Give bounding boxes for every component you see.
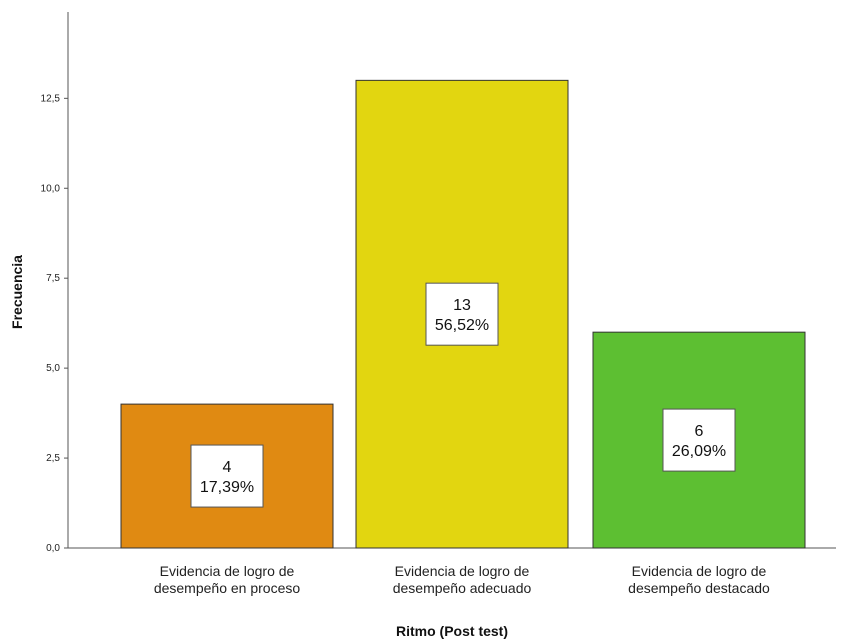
x-category-label: desempeño en proceso [154, 580, 301, 596]
y-tick-label: 7,5 [46, 273, 60, 284]
data-label-count: 13 [453, 297, 471, 314]
x-category-label: desempeño destacado [628, 580, 770, 596]
y-axis-title: Frecuencia [9, 255, 25, 329]
y-tick-label: 12,5 [41, 93, 61, 104]
y-tick-label: 5,0 [46, 363, 60, 374]
data-label-count: 4 [223, 459, 232, 476]
data-label-count: 6 [695, 423, 704, 440]
y-tick-label: 0,0 [46, 543, 60, 554]
y-axis-ticks: 0,0 2,5 5,0 7,5 10,0 12,5 [41, 93, 68, 554]
x-category-label: Evidencia de logro de [395, 563, 530, 579]
bar-data-labels: 4 17,39% 13 56,52% 6 26,09% [190, 282, 736, 508]
x-category-label: Evidencia de logro de [160, 563, 295, 579]
data-label-percent: 17,39% [200, 479, 254, 496]
data-label-box [662, 408, 736, 472]
data-label-percent: 26,09% [672, 443, 726, 460]
data-label-box [190, 444, 264, 508]
y-tick-label: 2,5 [46, 453, 60, 464]
data-label-percent: 56,52% [435, 317, 489, 334]
x-category-label: Evidencia de logro de [632, 563, 767, 579]
data-label-box [425, 282, 499, 346]
x-category-label: desempeño adecuado [393, 580, 532, 596]
x-axis-title: Ritmo (Post test) [396, 623, 508, 639]
y-tick-label: 10,0 [41, 183, 61, 194]
